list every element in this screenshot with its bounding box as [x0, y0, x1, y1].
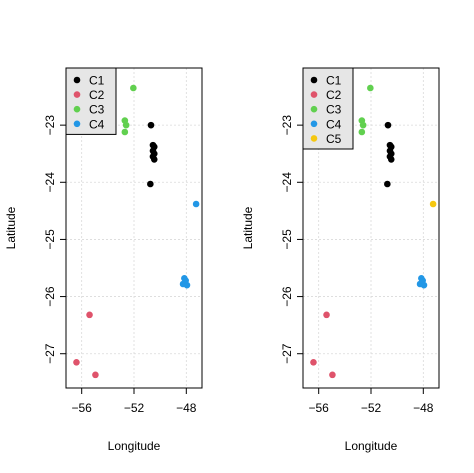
x-tick-label: −52 — [361, 401, 382, 415]
legend-marker-c2 — [310, 91, 318, 98]
data-point-c3 — [367, 84, 374, 92]
legend-label-c4: C4 — [326, 117, 342, 131]
data-point-c3 — [122, 121, 130, 129]
legend-label-c3: C3 — [89, 103, 105, 117]
chart-panel-1: −56 −52 −48 −23 −24 −25 −26 −27 Longitude Latitud… — [4, 67, 203, 453]
data-point-c3 — [358, 128, 366, 136]
x-tick-label: −48 — [413, 401, 434, 415]
data-point-c4 — [192, 200, 200, 208]
chart-panel-2: −56 −52 −48 −23 −24 −25 −26 −27 Longitude Latitud… — [241, 67, 440, 453]
legend-label-c4: C4 — [89, 117, 105, 131]
y-tick-label: −27 — [280, 343, 294, 364]
legend-marker-c5 — [310, 135, 318, 142]
data-point-c1 — [147, 121, 155, 129]
legend-label-c1: C1 — [326, 74, 342, 88]
x-axis-title: Longitude — [345, 439, 398, 453]
data-point-c4 — [182, 277, 189, 284]
y-tick-label: −25 — [280, 229, 294, 250]
y-tick-label: −27 — [43, 343, 57, 364]
legend-marker-c3 — [310, 105, 318, 113]
y-axis-title: Latitude — [241, 206, 255, 249]
data-point-c3 — [121, 128, 129, 136]
data-point-c3 — [359, 121, 367, 129]
legend-marker-c1 — [73, 76, 81, 84]
data-point-c1 — [147, 180, 154, 188]
y-tick-label: −23 — [43, 115, 57, 136]
data-point-c5 — [429, 200, 437, 208]
data-point-c1 — [150, 156, 158, 163]
y-tick-label: −24 — [43, 172, 57, 193]
y-tick-label: −25 — [43, 229, 57, 250]
y-tick-label: −23 — [280, 115, 294, 136]
data-point-c1 — [384, 180, 391, 188]
data-point-c2 — [329, 371, 336, 379]
legend-label-c5: C5 — [326, 132, 342, 146]
legend-marker-c2 — [73, 91, 81, 98]
legend-marker-c1 — [310, 76, 318, 84]
legend-label-c2: C2 — [326, 88, 342, 102]
x-tick-label: −56 — [72, 401, 93, 415]
data-point-c3 — [130, 84, 137, 92]
legend-label-c1: C1 — [89, 74, 105, 88]
data-point-c2 — [73, 358, 80, 366]
data-point-c2 — [92, 371, 99, 379]
data-point-c1 — [384, 121, 392, 129]
data-point-c2 — [323, 311, 330, 319]
data-point-c4 — [419, 277, 426, 284]
y-tick-label: −24 — [280, 172, 294, 193]
y-tick-label: −26 — [43, 286, 57, 307]
y-tick-label: −26 — [280, 286, 294, 307]
data-point-c1 — [387, 156, 395, 163]
legend-marker-c3 — [73, 105, 81, 113]
x-tick-label: −48 — [176, 401, 197, 415]
data-point-c2 — [86, 311, 93, 319]
legend-label-c2: C2 — [89, 88, 105, 102]
data-point-c2 — [310, 358, 317, 366]
y-axis-title: Latitude — [4, 206, 18, 249]
legend-label-c3: C3 — [326, 103, 342, 117]
x-tick-label: −52 — [124, 401, 145, 415]
legend-marker-c4 — [73, 120, 81, 128]
legend-marker-c4 — [310, 120, 318, 128]
x-tick-label: −56 — [309, 401, 330, 415]
x-axis-title: Longitude — [108, 439, 161, 453]
